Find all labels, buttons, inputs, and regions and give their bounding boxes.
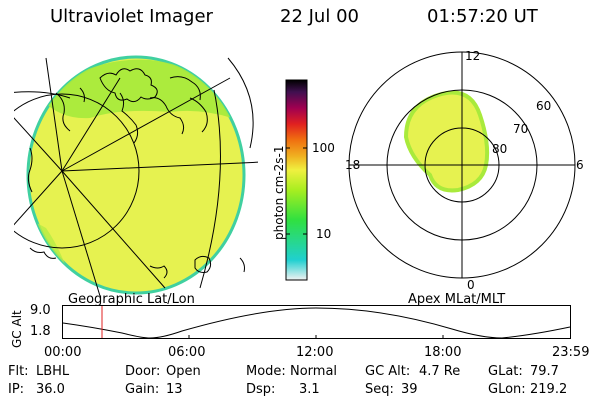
apex-panel-label: Apex MLat/MLT [408,292,506,307]
lat-label-70: 70 [513,122,528,136]
gain-label: Gain: [125,382,160,397]
filter-value: LBHL [36,364,70,379]
altitude-ylabel: GC Alt [10,310,24,348]
lat-label-60: 60 [536,99,551,113]
mode-label: Mode: [246,364,286,379]
mode-value: Normal [290,364,338,379]
seq-value: 39 [401,382,418,397]
colorbar-tick-100: 100 [312,141,335,155]
colorbar-tick-10: 10 [316,227,332,241]
time-tick-2359: 23:59 [552,345,590,360]
observation-time: 01:57:20 UT [427,6,538,27]
door-value: Open [166,364,201,379]
seq-label: Seq: [365,382,394,397]
glon-label: GLon: [488,382,526,397]
dsp-value: 3.1 [299,382,320,397]
glat-value: 79.7 [530,364,559,379]
gain-value: 13 [166,382,183,397]
ip-value: 36.0 [36,382,65,397]
mlt-label-18: 18 [345,158,360,172]
auroral-emission-blob [403,90,490,193]
coastline-outlines [27,68,245,279]
altitude-ytick-1-8: 1.8 [30,324,51,339]
polar-grid [348,51,576,279]
altitude-ytick-9: 9.0 [30,303,51,318]
time-tick-1800: 18:00 [424,345,462,360]
door-label: Door: [125,364,161,379]
mlt-label-0: 0 [467,278,475,292]
glat-label: GLat: [488,364,523,379]
observation-date: 22 Jul 00 [280,6,359,27]
colorbar [285,79,308,281]
time-tick-0000: 00:00 [44,345,82,360]
geographic-globe-view [14,55,258,296]
colorbar-scale [285,79,308,281]
glon-value: 219.2 [530,382,568,397]
latitude-longitude-grid [14,57,258,296]
filter-label: Flt: [8,364,29,379]
time-tick-0600: 06:00 [168,345,206,360]
gc-alt-label: GC Alt: [365,364,411,379]
mlt-label-12: 12 [465,49,480,63]
gc-alt-value: 4.7 Re [419,364,461,379]
geographic-panel-label: Geographic Lat/Lon [68,292,195,307]
dsp-label: Dsp: [246,382,276,397]
altitude-plot [62,305,571,339]
apex-polar-plot: 12 0 18 6 60 70 80 [345,49,584,292]
colorbar-unit-label: photon cm-2s-1 [272,145,286,241]
instrument-title: Ultraviolet Imager [50,6,213,27]
mlt-label-6: 6 [576,158,584,172]
orbit-altitude-curve [62,307,571,339]
ip-label: IP: [8,382,25,397]
time-tick-1200: 12:00 [296,345,334,360]
lat-label-80: 80 [492,142,507,156]
